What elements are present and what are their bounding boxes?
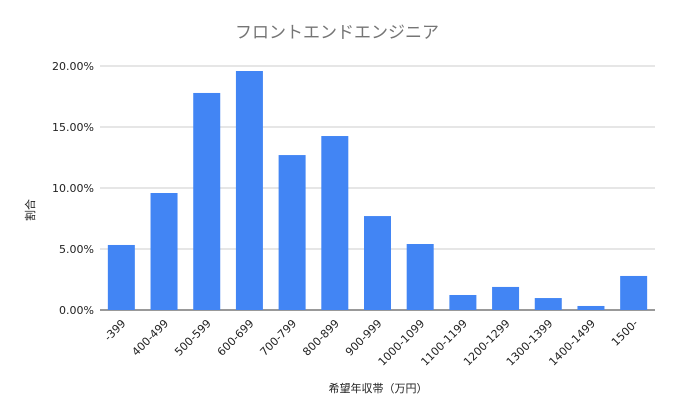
bar-1100-1199 — [449, 294, 477, 310]
x-tick-label: 700-799 — [258, 317, 300, 359]
bar-1400-1499 — [577, 305, 605, 310]
y-tick-label: 0.00% — [59, 304, 94, 317]
bar-500-599 — [193, 92, 221, 310]
y-tick-label: 5.00% — [59, 243, 94, 256]
bar-400-499 — [150, 193, 178, 310]
x-tick-label: 800-899 — [300, 317, 342, 359]
x-tick-label: 900-999 — [343, 317, 385, 359]
bar-1200-1299 — [492, 286, 520, 310]
x-axis-label: 希望年収帯（万円） — [329, 381, 428, 395]
chart-title: フロントエンドエンジニア — [235, 23, 439, 43]
bar-1000-1099 — [406, 243, 434, 310]
bar--399 — [107, 244, 135, 310]
bar-600-699 — [235, 71, 263, 310]
y-tick-label: 10.00% — [52, 182, 94, 195]
bar-900-999 — [364, 216, 391, 310]
x-tick-label: 1400-1499 — [546, 317, 598, 369]
x-tick-label: 400-499 — [129, 317, 171, 359]
x-tick-label: 500-599 — [172, 317, 214, 359]
x-tick-label: 600-699 — [215, 317, 257, 359]
bar-700-799 — [278, 155, 306, 310]
y-tick-label: 20.00% — [52, 60, 94, 73]
x-tick-label: 1500- — [609, 317, 641, 349]
x-tick-label: -399 — [102, 317, 129, 344]
y-tick-label: 15.00% — [52, 121, 94, 134]
bar-800-899 — [321, 136, 349, 310]
bar-1500- — [620, 275, 648, 310]
y-axis-label: 割合 — [23, 199, 37, 221]
bar-1300-1399 — [534, 298, 562, 310]
